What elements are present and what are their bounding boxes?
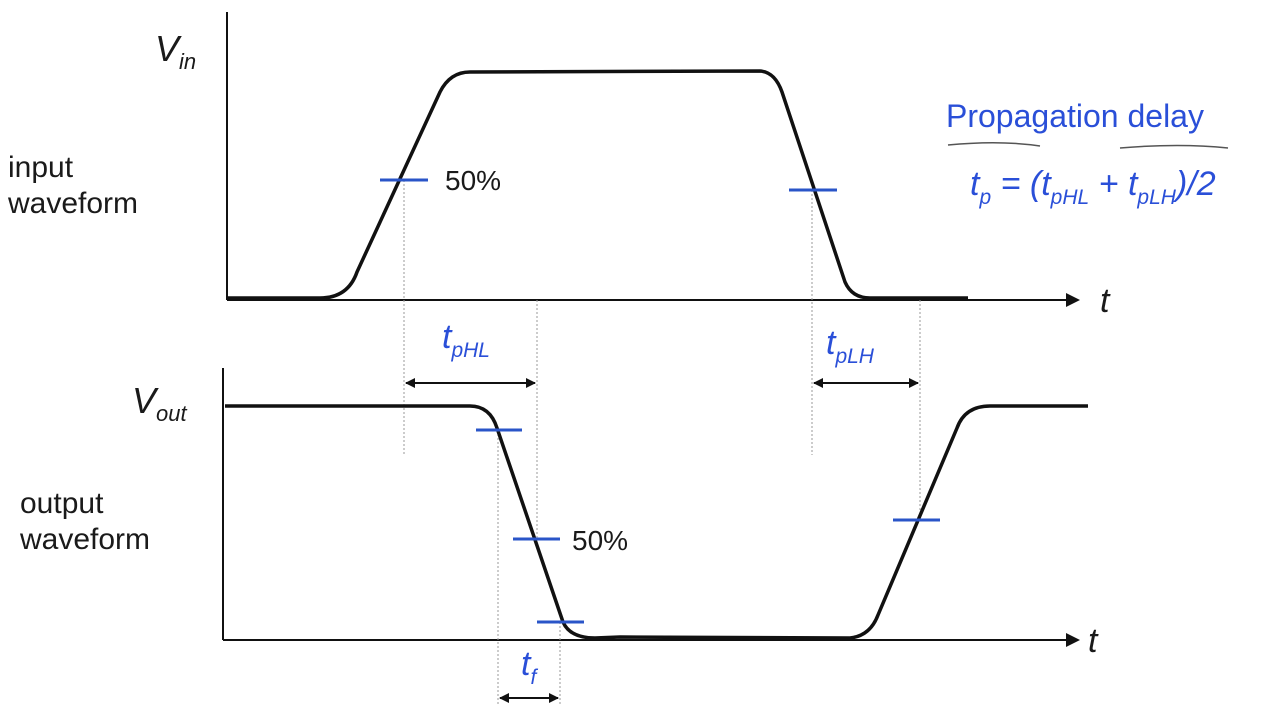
t-axis-label-top: t xyxy=(1100,282,1110,320)
input-label-line1: input xyxy=(8,151,74,184)
vin-main: V xyxy=(155,28,180,69)
propagation-delay-formula: tp = (tpHL + tpLH)/2 xyxy=(970,165,1216,210)
formula-t1-sub: pHL xyxy=(1050,186,1090,209)
t-axis-label-bottom: t xyxy=(1088,622,1098,660)
output-waveform-label: output waveform xyxy=(20,486,150,558)
tphl-main: t xyxy=(442,318,452,356)
input-label-line2: waveform xyxy=(8,187,139,220)
input-x-axis-arrow-icon xyxy=(1066,293,1080,307)
tf-label: tf xyxy=(521,645,536,690)
formula-tp-sub: p xyxy=(979,186,992,209)
vout-main: V xyxy=(132,380,157,421)
vout-label: Vout xyxy=(132,380,187,427)
formula-eq-close: )/2 xyxy=(1175,165,1216,203)
guide-lines xyxy=(403,180,921,706)
propagation-delay-title: Propagation delay xyxy=(946,98,1204,134)
input-waveform-label: input waveform xyxy=(8,150,138,222)
pct-label-top: 50% xyxy=(445,165,502,196)
output-waveform xyxy=(225,404,1088,640)
threshold-markers xyxy=(380,178,940,624)
formula-t1-main: t xyxy=(1041,165,1051,203)
formula-tp-main: t xyxy=(970,165,980,203)
underline-stroke xyxy=(1119,144,1229,149)
tplh-sub: pLH xyxy=(835,345,874,368)
formula-t2-main: t xyxy=(1127,165,1138,203)
tplh-main: t xyxy=(826,324,836,362)
vout-sub: out xyxy=(156,401,187,426)
output-x-axis-arrow-icon xyxy=(1066,633,1080,647)
formula-plus: + xyxy=(1089,165,1128,203)
formula-eq-open: = ( xyxy=(991,165,1042,203)
formula-t2-sub: pLH xyxy=(1137,186,1176,209)
tphl-sub: pHL xyxy=(451,339,490,362)
pct-label-bottom: 50% xyxy=(572,525,629,556)
underline-stroke xyxy=(947,142,1041,147)
input-waveform xyxy=(227,69,968,300)
vin-label: Vin xyxy=(155,28,196,75)
tphl-label: tpHL xyxy=(442,318,490,363)
vin-sub: in xyxy=(179,49,197,74)
tf-main: t xyxy=(521,645,531,683)
output-label-line2: waveform xyxy=(20,523,151,556)
tplh-label: tpLH xyxy=(826,324,874,369)
output-label-line1: output xyxy=(20,487,104,520)
tf-sub: f xyxy=(530,666,537,689)
